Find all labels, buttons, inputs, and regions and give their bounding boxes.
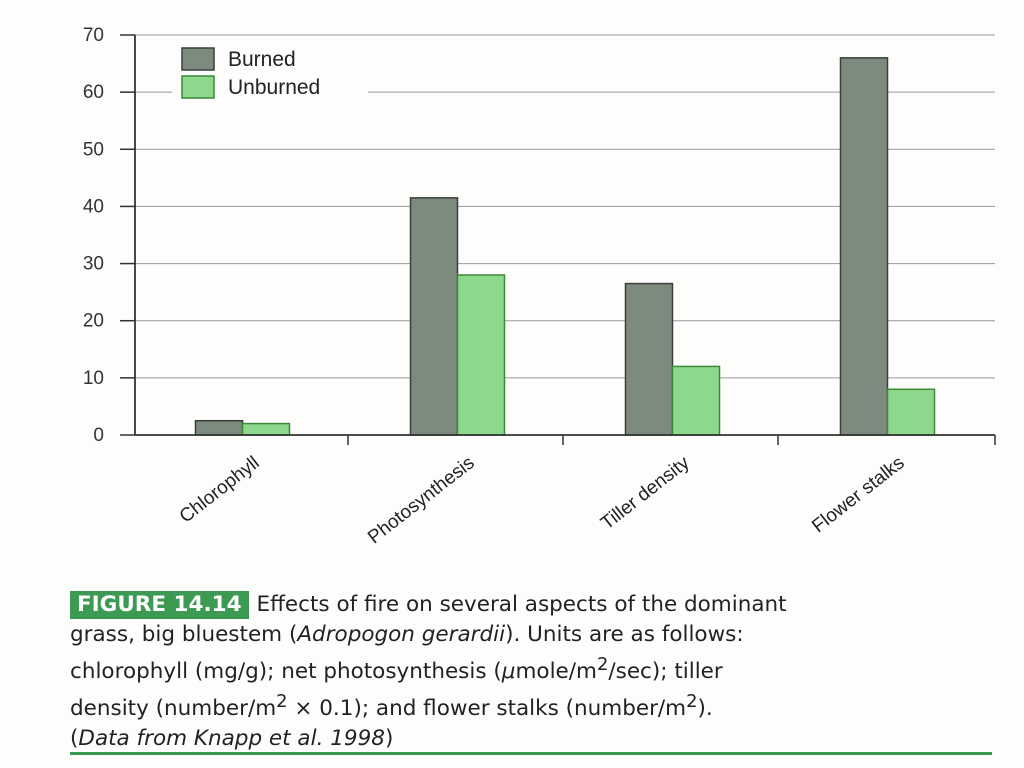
category-label: Flower stalks (808, 452, 908, 537)
caption-line-5a: ( (70, 726, 79, 752)
category-label: Chlorophyll (176, 452, 264, 527)
caption-mu: μ (501, 659, 516, 685)
category-label: Photosynthesis (364, 452, 478, 548)
caption-line-2a: grass, big bluestem ( (70, 622, 298, 647)
y-tick-label: 40 (83, 196, 104, 217)
y-tick-label: 60 (83, 82, 104, 103)
caption-line-3b: mole/m (515, 659, 597, 685)
legend-swatch-burned (181, 47, 215, 71)
caption-species-name: Adropogon gerardii (297, 622, 506, 647)
category-label: Tiller density (597, 452, 694, 534)
legend-label-burned: Burned (228, 48, 296, 71)
y-tick-label: 10 (83, 368, 104, 389)
bar-burned-tiller-density (624, 282, 674, 436)
axes (134, 35, 996, 445)
caption-line-2b: ). Units are as follows: (505, 622, 744, 647)
figure-label: FIGURE 14.14 (70, 591, 249, 619)
bar-burned-chlorophyll (194, 419, 244, 436)
bar-unburned-chlorophyll (241, 422, 291, 436)
y-tick-label: 50 (83, 139, 104, 160)
bar-burned-photosynthesis (409, 197, 459, 436)
bars (194, 57, 936, 436)
bar-unburned-tiller-density (671, 365, 721, 436)
bar-burned-flower-stalks (839, 57, 889, 436)
caption-rule (70, 752, 992, 755)
caption-line-3c: /sec); tiller (608, 659, 723, 685)
y-axis-ticks: 0 10 20 30 40 50 60 70 (83, 25, 135, 446)
legend-label-unburned: Unburned (228, 76, 320, 99)
y-tick-label: 70 (83, 25, 104, 46)
figure-caption: FIGURE 14.14 Effects of fire on several a… (70, 590, 1000, 754)
caption-line-4b: × 0.1); and flower stalks (number/m (287, 696, 687, 722)
legend: Burned Unburned (172, 42, 368, 102)
bar-chart: 0 10 20 30 40 50 60 70 Chlorophyll Photosynthesi… (83, 25, 996, 548)
legend-swatch-unburned (181, 75, 215, 99)
y-tick-label: 30 (83, 254, 104, 275)
caption-line-5b: ) (384, 726, 394, 752)
caption-line-3a: chlorophyll (mg/g); net photosynthesis ( (70, 659, 502, 685)
caption-sup-3: 2 (686, 691, 698, 713)
bar-unburned-flower-stalks (886, 388, 936, 436)
y-tick-label: 0 (93, 425, 104, 446)
y-tick-label: 20 (83, 311, 104, 332)
category-labels: Chlorophyll Photosynthesis Tiller density F… (176, 452, 909, 548)
caption-sup-2: 2 (276, 691, 288, 713)
caption-line-4a: density (number/m (70, 696, 277, 722)
caption-sup-1: 2 (596, 654, 609, 675)
caption-line-1: Effects of fire on several aspects of th… (256, 592, 787, 617)
bar-unburned-photosynthesis (456, 274, 506, 436)
caption-source: Data from Knapp et al. 1998 (78, 726, 385, 752)
caption-line-4c: ). (697, 696, 713, 722)
